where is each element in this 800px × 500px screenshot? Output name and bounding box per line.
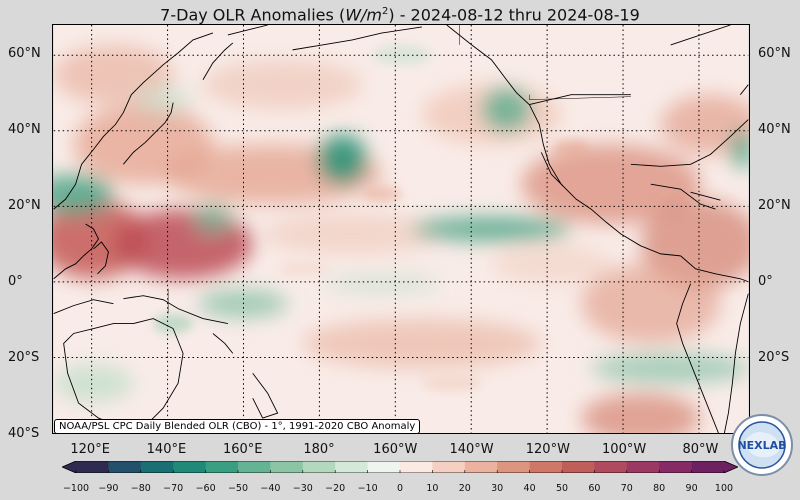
colorbar-tick-label: 40: [523, 483, 536, 494]
colorbar-tick-label: −90: [98, 483, 119, 494]
colorbar-tick-label: −40: [260, 483, 281, 494]
colorbar-swatch: [335, 461, 369, 473]
anomaly-speckle: [153, 44, 590, 392]
colorbar: [62, 461, 738, 473]
colorbar-swatch: [497, 461, 531, 473]
colorbar-swatch: [108, 461, 142, 473]
colorbar-tick-label: 80: [653, 483, 666, 494]
lat-label: 60°N: [758, 46, 791, 62]
colorbar-swatch: [432, 461, 466, 473]
colorbar-tick-label: −80: [130, 483, 151, 494]
lat-label: 20°N: [758, 198, 791, 214]
colorbar-swatch: [626, 461, 660, 473]
lon-label: 120°W: [525, 442, 570, 457]
lon-label: 160°W: [373, 442, 418, 457]
colorbar-tick-label: −50: [227, 483, 249, 494]
lon-label: 140°W: [449, 442, 494, 457]
colorbar-tick-label: 100: [714, 483, 734, 494]
colorbar-swatch: [594, 461, 628, 473]
colorbar-swatch: [140, 461, 174, 473]
lat-label: 20°S: [758, 350, 790, 366]
data-source-credit: NOAA/PSL CPC Daily Blended OLR (CBO) - 1…: [54, 419, 421, 434]
lat-label: 40°N: [758, 122, 791, 138]
lat-label: 60°N: [8, 46, 41, 62]
colorbar-min-extend: [62, 461, 76, 473]
colorbar-tick-label: −10: [357, 483, 378, 494]
colorbar-tick-label: −100: [62, 483, 90, 494]
coastlines: [53, 25, 749, 433]
colorbar-tick-label: 30: [491, 483, 504, 494]
colorbar-tick-label: 70: [620, 483, 633, 494]
colorbar-tick-label: −20: [325, 483, 346, 494]
lon-label: 140°E: [146, 442, 187, 457]
colorbar-swatch: [270, 461, 304, 473]
lon-label: 120°E: [70, 442, 110, 457]
colorbar-tick-label: 20: [458, 483, 471, 494]
colorbar-tick-label: 50: [555, 483, 569, 494]
colorbar-swatch: [238, 461, 271, 473]
colorbar-swatch: [367, 461, 401, 473]
lat-label: 0°: [758, 274, 773, 290]
lat-label: 0°: [8, 274, 23, 290]
colorbar-max-extend: [724, 461, 738, 473]
colorbar-swatch: [205, 461, 239, 473]
olr-anomaly-map[interactable]: [52, 24, 750, 434]
lon-label: 160°E: [222, 442, 263, 457]
colorbar-tick-label: 90: [685, 483, 698, 494]
colorbar-swatch: [659, 461, 693, 473]
colorbar-swatch: [76, 461, 109, 473]
lon-label: 100°W: [602, 442, 647, 457]
lon-label: 80°W: [682, 442, 719, 457]
lon-label: 180°: [303, 442, 335, 457]
colorbar-swatch: [400, 461, 433, 473]
logo-text: NEXLAB: [737, 439, 786, 452]
graticule: [53, 25, 749, 433]
colorbar-tick-label: −70: [163, 483, 184, 494]
colorbar-swatch: [691, 461, 725, 473]
colorbar-tick-label: −30: [292, 483, 313, 494]
colorbar-tick-label: −60: [195, 483, 216, 494]
colorbar-swatch: [562, 461, 595, 473]
colorbar-swatch: [173, 461, 207, 473]
colorbar-tick-label: 10: [426, 483, 439, 494]
country-borders: [167, 25, 631, 314]
colorbar-tick-label: 0: [396, 483, 404, 494]
lat-label: 40°N: [8, 122, 41, 138]
nexlab-logo[interactable]: NEXLAB: [730, 413, 794, 477]
colorbar-swatch: [302, 461, 336, 473]
lat-label: 20°S: [8, 350, 40, 366]
colorbar-swatch: [464, 461, 498, 473]
colorbar-tick-label: 60: [588, 483, 601, 494]
colorbar-swatch: [529, 461, 563, 473]
map-title: 7-Day OLR Anomalies (W/m2) - 2024-08-12 …: [160, 5, 640, 25]
lat-label: 20°N: [8, 198, 41, 214]
lat-label: 40°S: [8, 426, 40, 441]
